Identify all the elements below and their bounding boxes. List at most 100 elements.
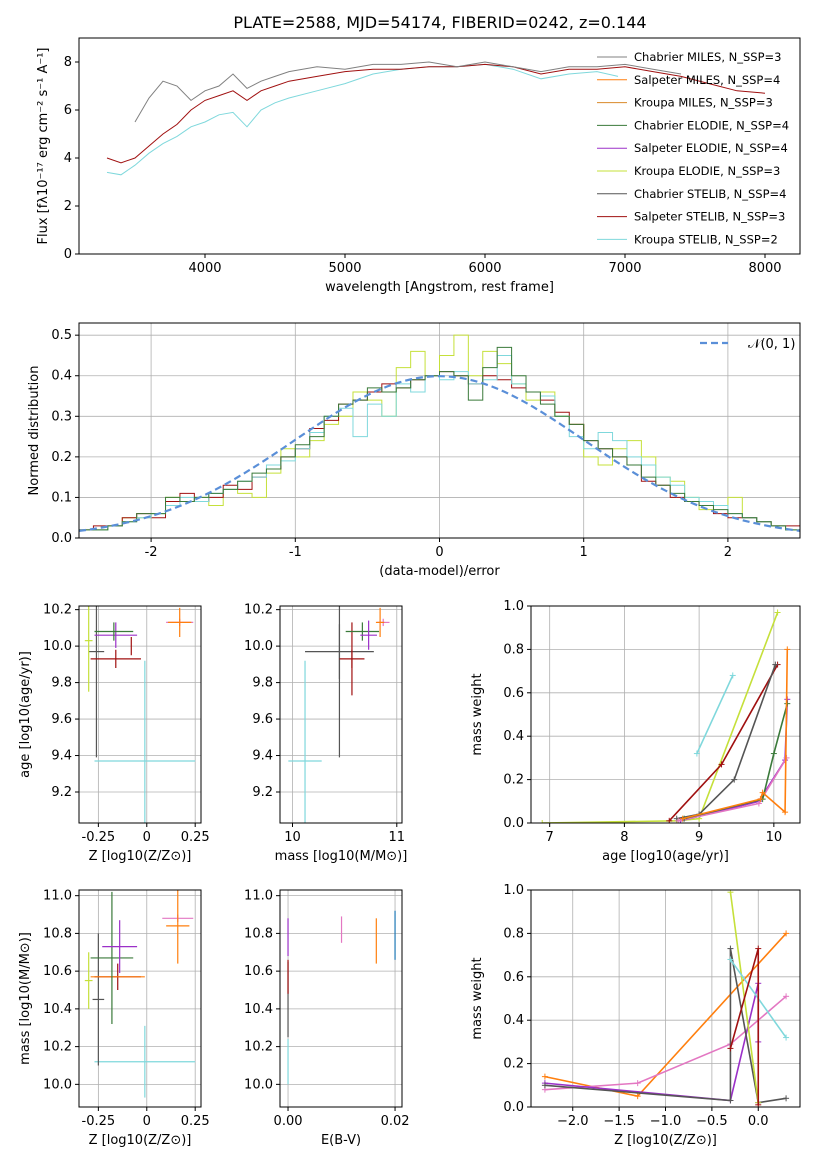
y-tick-label: 9.4 (252, 749, 273, 764)
legend-label: Kroupa ELODIE, N_SSP=3 (634, 164, 780, 178)
y-tick-label: 0.5 (51, 328, 72, 343)
panel-age-vs-Z: -0.25 0 0.25 9.2 9.4 9.6 9.8 10.0 10.2 Z [log10(Z… (18, 603, 210, 864)
y-tick-label: 0.0 (51, 531, 72, 546)
y-tick-label: 9.8 (252, 676, 273, 691)
y-axis-label: mass weight (470, 957, 485, 1039)
legend-label: Salpeter ELODIE, N_SSP=4 (634, 141, 788, 155)
y-tick-label: 0 (64, 247, 72, 262)
axes-frame (279, 605, 403, 824)
x-tick-label: 1 (580, 545, 588, 560)
y-tick-label: 10.4 (244, 1002, 273, 1017)
y-tick-label: 10.6 (43, 964, 72, 979)
y-tick-label: 10.2 (43, 1040, 72, 1055)
panel-mass-weight-vs-Z: −2.0 −1.5 −1.0 −0.5 0.0 0.0 0.2 0.4 0.6 0.8 1.0 Z [… (470, 883, 801, 1148)
plot-area (288, 606, 390, 823)
histogram-step (79, 346, 800, 538)
x-axis-label: wavelength [Angstrom, rest frame] (325, 280, 554, 295)
x-tick-label: −1.0 (650, 1114, 682, 1129)
histogram-step (79, 354, 800, 538)
normal-curve (79, 375, 800, 532)
x-tick-label: 5000 (328, 261, 361, 276)
y-tick-label: 4 (64, 151, 72, 166)
y-tick-label: 0.2 (503, 773, 524, 788)
x-axis-label: mass [log10(M/M⊙)] (275, 849, 408, 864)
x-tick-label: 11 (389, 830, 406, 845)
y-tick-label: 9.2 (51, 785, 72, 800)
x-tick-label: 4000 (188, 261, 221, 276)
y-tick-label: 10.6 (244, 964, 273, 979)
x-tick-label: 2 (724, 545, 732, 560)
plot-area (84, 890, 196, 1098)
x-axis-label: E(B-V) (321, 1133, 361, 1148)
y-tick-label: 10.8 (43, 926, 72, 941)
y-axis-label: mass weight (470, 673, 485, 755)
y-tick-label: 0.4 (503, 1013, 524, 1028)
legend-label: Chabrier MILES, N_SSP=3 (634, 50, 781, 64)
panel-mass-vs-Z: -0.25 0 0.25 10.0 10.2 10.4 10.6 10.8 11.0 Z [log… (18, 889, 210, 1148)
legend-label: Salpeter MILES, N_SSP=4 (634, 73, 780, 87)
x-tick-label: 10 (766, 830, 783, 845)
legend-label: Salpeter STELIB, N_SSP=3 (634, 210, 785, 224)
y-tick-label: 0.0 (503, 816, 524, 831)
y-tick-label: 0.0 (503, 1100, 524, 1115)
y-tick-label: 9.4 (51, 749, 72, 764)
x-tick-label: 8000 (748, 261, 781, 276)
y-tick-label: 0.8 (503, 642, 524, 657)
panel-mass-vs-EBV: 0.00 0.02 10.0 10.2 10.4 10.6 10.8 11.0 E(B-V) (244, 889, 409, 1148)
x-tick-label: -0.25 (82, 830, 116, 845)
series-line (106, 63, 619, 176)
y-tick-label: 1.0 (503, 883, 524, 898)
x-axis-label: (data-model)/error (379, 564, 500, 579)
legend-label: Chabrier STELIB, N_SSP=4 (634, 187, 786, 201)
x-tick-label: 0 (143, 1114, 151, 1129)
legend-label: Kroupa STELIB, N_SSP=2 (634, 232, 778, 246)
x-tick-label: 0 (143, 830, 151, 845)
y-tick-label: 0.4 (503, 729, 524, 744)
y-tick-label: 10.0 (43, 639, 72, 654)
series-line (542, 612, 779, 823)
plot-area (539, 609, 791, 823)
series-line (680, 699, 789, 822)
x-tick-label: 7 (546, 830, 554, 845)
x-tick-label: 7000 (608, 261, 641, 276)
y-tick-label: 9.6 (51, 712, 72, 727)
y-tick-label: 9.6 (252, 712, 273, 727)
x-tick-label: -0.25 (82, 1114, 116, 1129)
y-tick-label: 10.8 (244, 926, 273, 941)
axes-frame (78, 605, 202, 824)
x-tick-label: 0.25 (181, 1114, 210, 1129)
x-axis-label: Z [log10(Z/Z⊙)] (89, 849, 192, 864)
plot-area (106, 61, 766, 176)
x-tick-label: 0.02 (381, 1114, 410, 1129)
axes-frame (78, 889, 202, 1108)
x-tick-label: -1 (289, 545, 302, 560)
y-tick-label: 0.1 (51, 490, 72, 505)
x-axis-label: age [log10(age/yr)] (602, 849, 729, 864)
panel-spectrum: 4000 5000 6000 7000 8000 0 2 4 6 8 wavelength [Ang… (36, 37, 801, 295)
y-tick-label: 6 (64, 103, 72, 118)
y-tick-label: 9.8 (51, 676, 72, 691)
y-tick-label: 0.8 (503, 926, 524, 941)
x-tick-label: 6000 (468, 261, 501, 276)
series-line (106, 63, 766, 164)
axes-frame (279, 889, 403, 1108)
y-tick-label: 0.4 (51, 369, 72, 384)
legend-label: Kroupa MILES, N_SSP=3 (634, 96, 773, 110)
y-axis-label: age [log10(age/yr)] (18, 651, 33, 778)
legend-label: Chabrier ELODIE, N_SSP=4 (634, 118, 789, 132)
panel-age-vs-mass: 10 11 9.2 9.4 9.6 9.8 10.0 10.2 mass [log10(M/M⊙… (244, 603, 408, 864)
x-tick-label: 0 (435, 545, 443, 560)
panel-histogram: 𝒩(0, 1) -2 -1 0 1 2 0.0 0.1 0.2 0.3 0.4 0.5 (data-mo… (27, 322, 801, 579)
y-tick-label: 10.2 (244, 1040, 273, 1055)
y-tick-label: 10.2 (244, 603, 273, 618)
y-axis-label: Normed distribution (27, 366, 42, 496)
plot-area (84, 606, 196, 823)
y-tick-label: 0.3 (51, 409, 72, 424)
x-tick-label: 0.25 (181, 830, 210, 845)
x-axis-label: Z [log10(Z/Z⊙)] (89, 1133, 192, 1148)
y-tick-label: 8 (64, 55, 72, 70)
x-tick-label: −2.0 (557, 1114, 589, 1129)
x-axis-label: Z [log10(Z/Z⊙)] (614, 1133, 717, 1148)
x-tick-label: 10 (284, 830, 301, 845)
y-tick-label: 2 (64, 199, 72, 214)
